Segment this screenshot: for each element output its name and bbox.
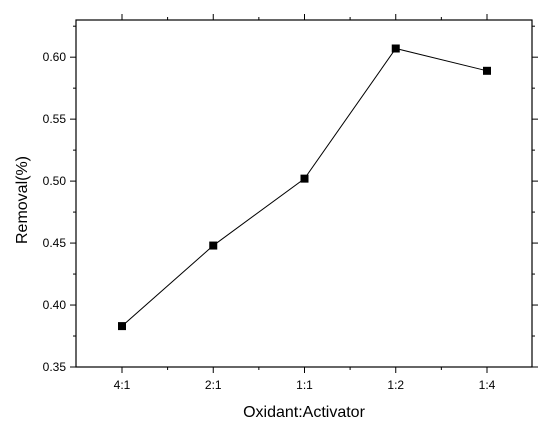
- x-tick-label: 4:1: [114, 378, 131, 392]
- y-tick-label: 0.45: [43, 236, 67, 250]
- x-tick-label: 2:1: [205, 378, 222, 392]
- y-tick-label: 0.35: [43, 360, 67, 374]
- data-point: [209, 241, 218, 250]
- plot-frame: [75, 19, 533, 368]
- x-tick-label: 1:4: [479, 378, 496, 392]
- data-point: [300, 174, 309, 183]
- y-tick-label: 0.55: [43, 112, 67, 126]
- data-point: [391, 44, 400, 53]
- y-tick-label: 0.40: [43, 298, 67, 312]
- data-point: [483, 66, 491, 75]
- y-tick-label: 0.50: [43, 174, 67, 188]
- x-axis-label: Oxidant:Activator: [243, 404, 366, 421]
- y-axis-label: Removal(%): [14, 156, 31, 244]
- data-point: [118, 322, 126, 331]
- x-tick-label: 1:2: [387, 378, 404, 392]
- plot-area: 0.35 0.40 0.45 0.50 0.55 0.60 4:1 2:1 1:1 1:2 1:4: [43, 14, 538, 392]
- series-line: [121, 47, 488, 327]
- x-tick-label: 1:1: [296, 378, 313, 392]
- y-tick-label: 0.60: [43, 50, 67, 64]
